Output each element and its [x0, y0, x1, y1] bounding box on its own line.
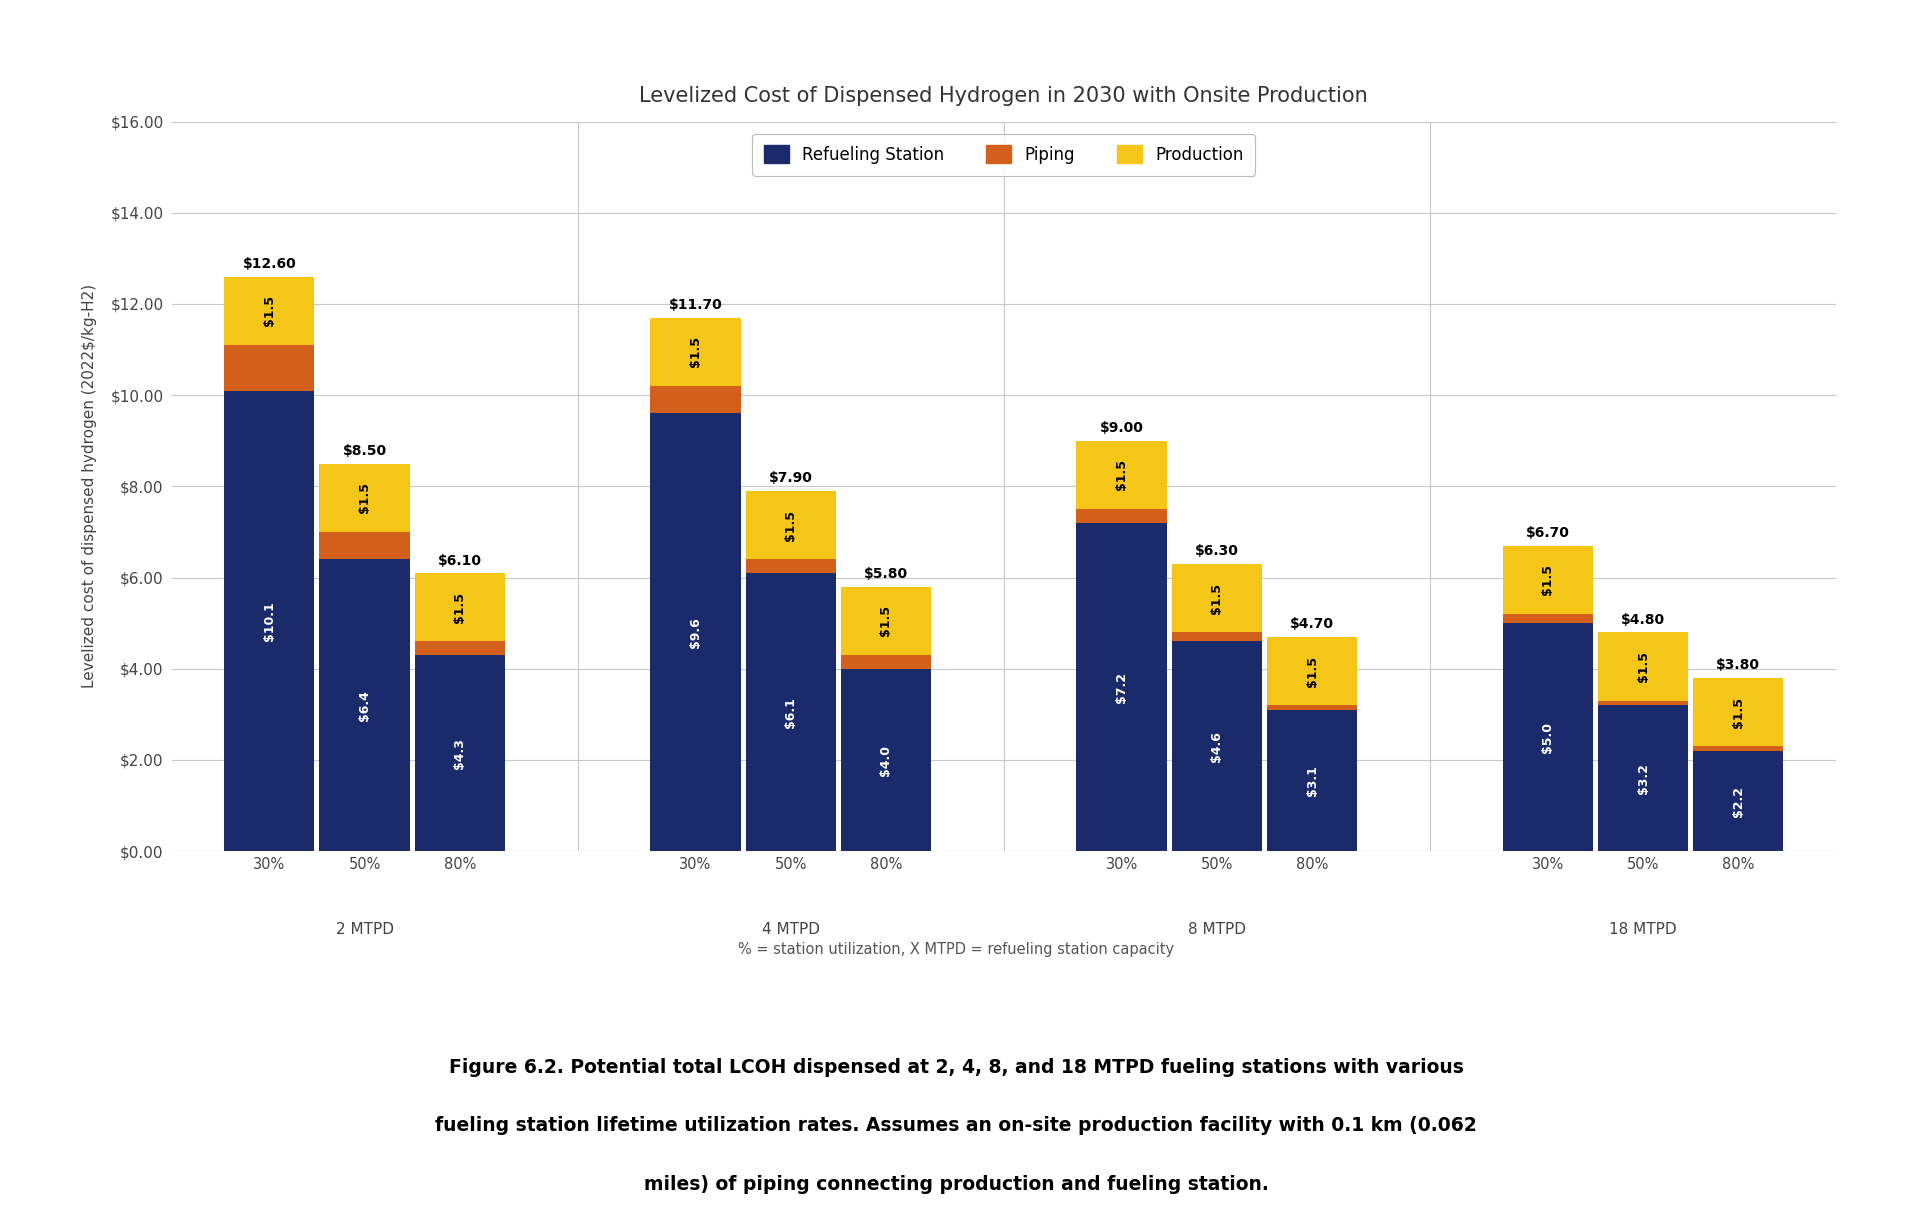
Text: $1.5: $1.5 [1210, 582, 1224, 614]
Text: $1.5: $1.5 [688, 337, 702, 367]
Bar [1694, 750, 1784, 851]
Bar [1172, 564, 1262, 632]
Text: $4.6: $4.6 [1210, 731, 1224, 761]
Bar [319, 533, 409, 559]
Text: 18 MTPD: 18 MTPD [1610, 922, 1677, 936]
Bar [1694, 747, 1784, 750]
Text: $6.30: $6.30 [1195, 545, 1239, 558]
Text: $6.10: $6.10 [438, 553, 482, 568]
Text: $12.60: $12.60 [243, 257, 296, 271]
Text: $9.6: $9.6 [688, 617, 702, 648]
Bar [746, 573, 836, 851]
Bar [746, 559, 836, 573]
Bar [650, 317, 740, 387]
Bar [1076, 523, 1166, 851]
Text: fueling station lifetime utilization rates. Assumes an on-site production facili: fueling station lifetime utilization rat… [436, 1116, 1476, 1136]
Text: $7.90: $7.90 [769, 472, 813, 485]
Text: $4.0: $4.0 [880, 744, 893, 776]
Bar [1268, 710, 1358, 851]
Text: miles) of piping connecting production and fueling station.: miles) of piping connecting production a… [644, 1175, 1268, 1194]
Text: $10.1: $10.1 [262, 601, 275, 641]
Text: $1.5: $1.5 [1637, 651, 1650, 682]
Bar [224, 390, 314, 851]
Text: $3.1: $3.1 [1306, 765, 1319, 796]
Text: $6.4: $6.4 [358, 689, 371, 721]
Text: $6.70: $6.70 [1526, 527, 1570, 540]
Bar [1694, 679, 1784, 747]
Text: $1.5: $1.5 [784, 510, 797, 541]
Bar [841, 655, 931, 669]
Bar [1503, 614, 1593, 624]
Text: $3.80: $3.80 [1717, 658, 1761, 672]
Text: 4 MTPD: 4 MTPD [761, 922, 820, 936]
Text: $1.5: $1.5 [262, 295, 275, 326]
Text: $9.00: $9.00 [1099, 421, 1143, 435]
Text: $7.2: $7.2 [1115, 671, 1128, 703]
Legend: Refueling Station, Piping, Production: Refueling Station, Piping, Production [753, 134, 1254, 175]
Text: $5.0: $5.0 [1541, 722, 1554, 753]
Bar [841, 669, 931, 851]
Text: $4.70: $4.70 [1291, 618, 1335, 631]
Title: Levelized Cost of Dispensed Hydrogen in 2030 with Onsite Production: Levelized Cost of Dispensed Hydrogen in … [639, 86, 1369, 106]
Bar [1172, 632, 1262, 642]
Bar [746, 491, 836, 559]
Text: $4.3: $4.3 [453, 738, 467, 769]
Text: 2 MTPD: 2 MTPD [337, 922, 394, 936]
Text: $4.80: $4.80 [1621, 613, 1665, 627]
Text: $6.1: $6.1 [784, 697, 797, 727]
Bar [841, 587, 931, 655]
Bar [1598, 700, 1688, 705]
Text: $1.5: $1.5 [1541, 564, 1554, 596]
Bar [1268, 637, 1358, 705]
Text: $3.2: $3.2 [1637, 762, 1650, 794]
Bar [224, 277, 314, 345]
Text: Figure 6.2. Potential total LCOH dispensed at 2, 4, 8, and 18 MTPD fueling stati: Figure 6.2. Potential total LCOH dispens… [449, 1058, 1463, 1077]
Text: $1.5: $1.5 [453, 592, 467, 623]
Text: $1.5: $1.5 [880, 606, 893, 636]
Bar [1268, 705, 1358, 710]
Bar [1598, 705, 1688, 851]
Bar [1076, 510, 1166, 523]
Bar [650, 413, 740, 851]
Bar [415, 642, 505, 655]
Bar [1503, 624, 1593, 851]
Text: $8.50: $8.50 [342, 444, 386, 458]
Text: $2.2: $2.2 [1732, 786, 1746, 816]
Bar [224, 345, 314, 390]
Text: 8 MTPD: 8 MTPD [1187, 922, 1247, 936]
Bar [1503, 546, 1593, 614]
Text: $1.5: $1.5 [1306, 655, 1319, 687]
Text: $5.80: $5.80 [864, 567, 908, 581]
Y-axis label: Levelized cost of dispensed hydrogen (2022$/kg-H2): Levelized cost of dispensed hydrogen (20… [82, 285, 98, 688]
Bar [319, 463, 409, 533]
Bar [415, 655, 505, 851]
Text: $1.5: $1.5 [1732, 697, 1746, 727]
Bar [650, 387, 740, 413]
Bar [415, 573, 505, 642]
Bar [1172, 642, 1262, 851]
Bar [319, 559, 409, 851]
Bar [1598, 632, 1688, 700]
Bar [1076, 441, 1166, 510]
Text: $1.5: $1.5 [358, 483, 371, 513]
Text: $1.5: $1.5 [1115, 460, 1128, 490]
Text: % = station utilization, X MTPD = refueling station capacity: % = station utilization, X MTPD = refuel… [738, 942, 1174, 957]
Text: $11.70: $11.70 [669, 298, 723, 313]
